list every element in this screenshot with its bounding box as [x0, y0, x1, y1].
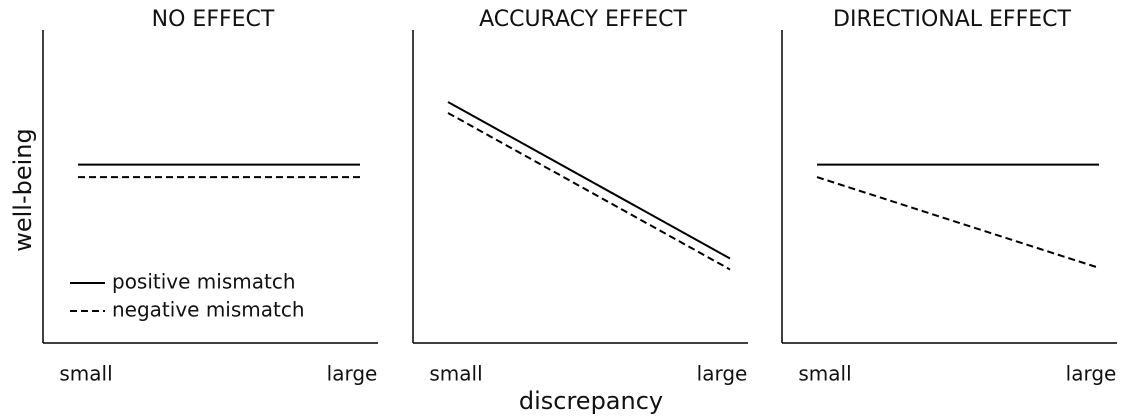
panel-title: DIRECTIONAL EFFECT: [833, 7, 1071, 32]
panel-title: ACCURACY EFFECT: [479, 7, 687, 32]
y-axis-label: well-being: [9, 128, 37, 252]
panel-title: NO EFFECT: [152, 7, 275, 32]
x-tick-label: small: [429, 362, 482, 386]
legend-label: positive mismatch: [112, 270, 296, 294]
series-line: [816, 176, 1100, 269]
x-tick-label: small: [59, 362, 112, 386]
x-tick-label: small: [798, 362, 851, 386]
x-tick-label: large: [697, 362, 748, 386]
series-line: [447, 101, 731, 260]
x-axis-label: discrepancy: [519, 387, 663, 415]
series-line: [447, 112, 731, 271]
x-tick-label: large: [327, 362, 378, 386]
x-tick-label: large: [1066, 362, 1117, 386]
legend-label: negative mismatch: [112, 298, 305, 322]
